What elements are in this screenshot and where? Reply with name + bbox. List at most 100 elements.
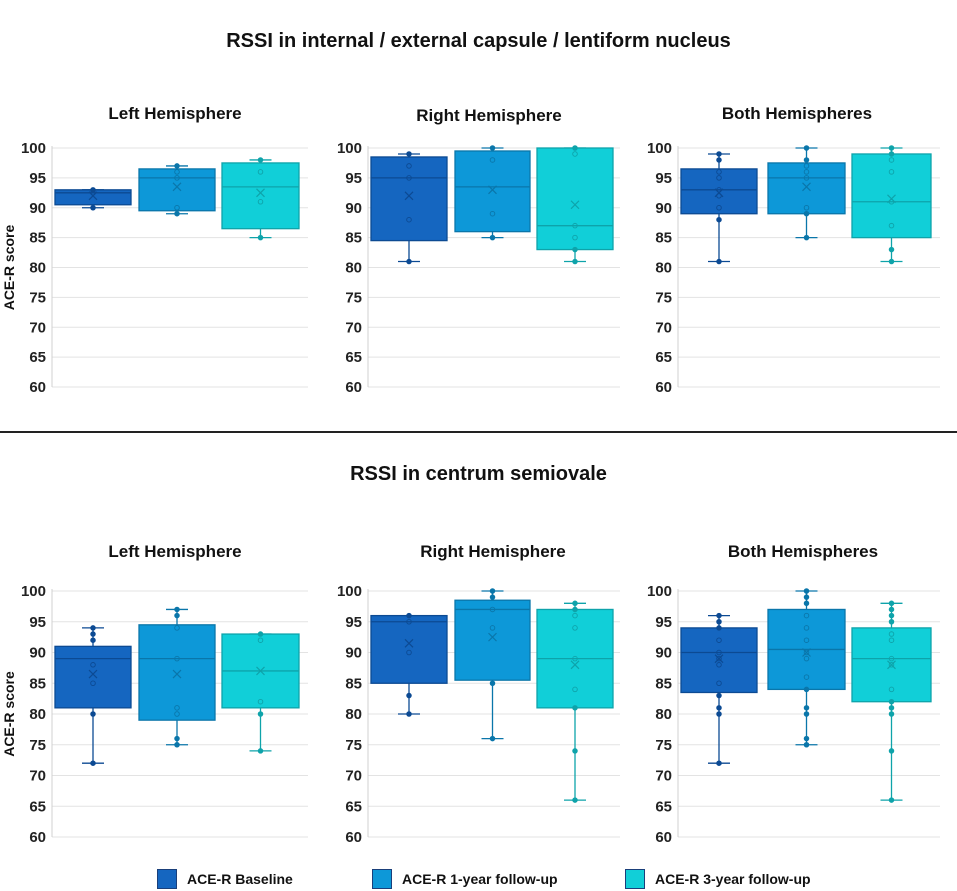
- box-1-year: [138, 624, 216, 721]
- data-point: [174, 163, 180, 169]
- data-point: [489, 157, 496, 163]
- data-point: [716, 692, 722, 699]
- data-point: [257, 234, 264, 241]
- mean-marker: [714, 654, 724, 664]
- data-point: [803, 169, 810, 175]
- data-point: [90, 631, 96, 637]
- data-point: [716, 649, 722, 656]
- data-point: [803, 204, 810, 211]
- data-point: [406, 619, 412, 625]
- data-point: [888, 222, 895, 229]
- data-point: [716, 655, 722, 662]
- y-tick-label: 100: [337, 140, 362, 157]
- y-tick-label: 65: [29, 349, 46, 366]
- section-title-centrum: RSSI in centrum semiovale: [350, 463, 607, 485]
- y-tick-label: 75: [655, 289, 672, 306]
- data-point: [888, 145, 895, 151]
- y-tick-label: 95: [29, 170, 46, 187]
- mean-marker: [570, 660, 580, 670]
- data-point: [888, 199, 895, 205]
- box-3-year: [851, 153, 932, 239]
- data-point: [90, 187, 96, 193]
- data-point: [174, 625, 180, 631]
- data-point: [803, 588, 810, 594]
- data-point: [174, 204, 180, 211]
- data-point: [803, 649, 810, 656]
- y-tick-label: 80: [655, 706, 672, 723]
- data-point: [716, 760, 722, 766]
- data-point: [888, 612, 895, 619]
- data-point: [716, 258, 722, 265]
- data-point: [803, 145, 810, 151]
- box-3-year: [221, 162, 300, 230]
- y-tick-label: 85: [345, 230, 362, 247]
- y-tick-label: 80: [345, 706, 362, 723]
- data-point: [888, 258, 895, 265]
- data-point: [803, 674, 810, 680]
- mean-marker: [172, 182, 182, 192]
- legend-label-1-year: ACE-R 1-year follow-up: [402, 871, 558, 887]
- legend-item-baseline: ACE-R Baseline: [157, 868, 293, 890]
- box-baseline: [370, 156, 448, 242]
- data-point: [572, 234, 578, 241]
- data-point: [174, 175, 180, 181]
- mean-marker: [570, 200, 580, 210]
- y-tick-label: 60: [345, 379, 362, 396]
- y-tick-label: 65: [345, 349, 362, 366]
- y-tick-label: 90: [345, 645, 362, 662]
- data-point: [489, 145, 496, 151]
- data-point: [888, 631, 895, 637]
- data-point: [572, 625, 578, 631]
- data-point: [716, 169, 722, 175]
- data-point: [803, 711, 810, 717]
- y-tick-label: 80: [29, 260, 46, 277]
- mean-marker: [256, 666, 265, 676]
- data-point: [716, 151, 722, 157]
- data-point: [489, 210, 496, 217]
- y-tick-label: 95: [345, 170, 362, 187]
- data-point: [406, 258, 412, 265]
- data-point: [406, 216, 412, 223]
- data-point: [716, 187, 722, 193]
- legend-label-3-year: ACE-R 3-year follow-up: [655, 871, 811, 887]
- y-tick-label: 90: [655, 645, 672, 662]
- data-point: [572, 151, 578, 157]
- data-point: [803, 655, 810, 662]
- data-point: [572, 600, 578, 607]
- y-tick-label: 80: [345, 260, 362, 277]
- data-point: [572, 655, 578, 662]
- data-point: [174, 705, 180, 711]
- data-point: [406, 711, 412, 717]
- y-tick-label: 85: [29, 675, 46, 692]
- data-point: [489, 588, 496, 594]
- data-point: [888, 748, 895, 754]
- data-point: [257, 169, 264, 175]
- box-baseline: [680, 168, 758, 215]
- data-point: [803, 625, 810, 631]
- y-tick-label: 90: [345, 200, 362, 217]
- legend-swatch-1-year: [372, 869, 392, 889]
- data-point: [888, 157, 895, 163]
- data-point: [572, 612, 578, 619]
- data-point: [716, 216, 722, 223]
- y-axis-title: ACE-R score: [1, 225, 17, 311]
- y-tick-label: 65: [345, 798, 362, 815]
- data-point: [803, 705, 810, 711]
- y-tick-label: 60: [655, 379, 672, 396]
- data-point: [716, 637, 722, 643]
- data-point: [803, 637, 810, 643]
- mean-marker: [488, 632, 497, 642]
- data-point: [90, 662, 96, 668]
- data-point: [406, 151, 412, 157]
- y-tick-label: 75: [345, 289, 362, 306]
- data-point: [174, 655, 180, 662]
- y-tick-label: 60: [655, 829, 672, 846]
- data-point: [572, 705, 578, 711]
- legend-label-baseline: ACE-R Baseline: [187, 871, 293, 887]
- mean-marker: [256, 188, 265, 198]
- mean-marker: [887, 660, 896, 670]
- data-point: [716, 612, 722, 619]
- data-point: [90, 625, 96, 631]
- data-point: [803, 210, 810, 217]
- y-tick-label: 90: [655, 200, 672, 217]
